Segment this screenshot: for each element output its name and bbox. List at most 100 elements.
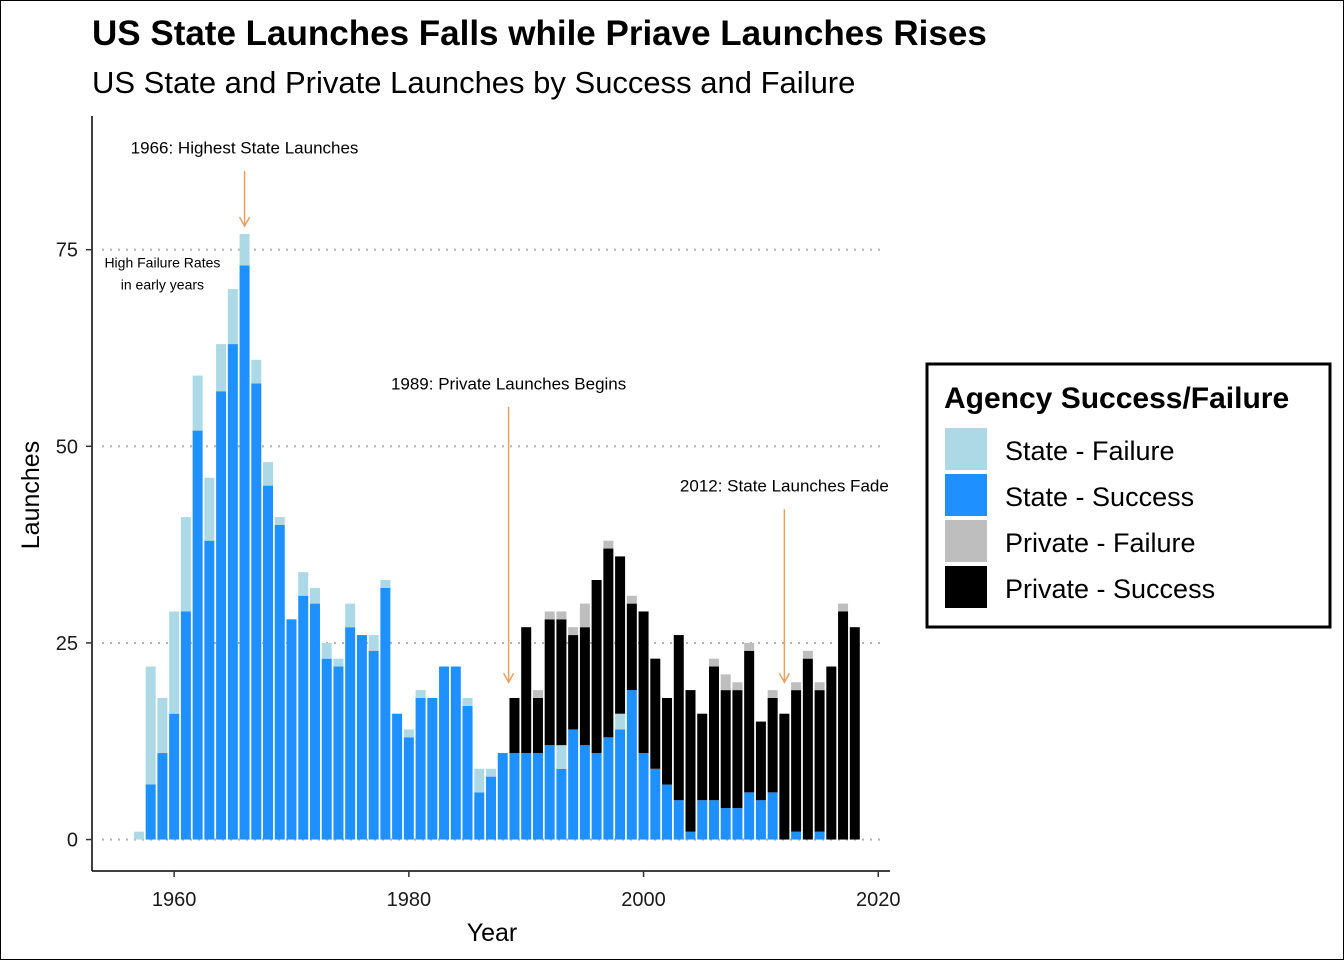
legend-label: State - Failure — [1005, 436, 1175, 466]
annotation-arrowhead — [502, 672, 515, 684]
legend-label: State - Success — [1005, 482, 1194, 512]
bar-segment — [544, 611, 555, 620]
bar-segment — [415, 690, 426, 698]
bar-segment — [767, 690, 778, 698]
bar-segment — [192, 430, 203, 840]
bar-segment — [216, 344, 227, 392]
bar-segment — [544, 619, 555, 746]
bar-segment — [556, 745, 567, 769]
bar-segment — [450, 666, 461, 840]
bar-segment — [568, 635, 579, 730]
bar-segment — [708, 800, 719, 840]
bar-segment — [380, 580, 391, 588]
bar-segment — [403, 729, 414, 738]
bar-segment — [720, 690, 731, 809]
bar-segment — [626, 595, 637, 604]
bar-segment — [204, 540, 215, 840]
annotation-label: High Failure Rates — [104, 254, 220, 270]
bar-segment — [157, 753, 168, 840]
chart-subtitle: US State and Private Launches by Success… — [92, 65, 855, 100]
bar-segment — [462, 705, 473, 840]
bar-segment — [204, 477, 215, 541]
legend-title: Agency Success/Failure — [944, 382, 1289, 415]
bar-segment — [380, 587, 391, 840]
bar-segment — [532, 690, 543, 698]
bar-segment — [263, 462, 274, 486]
bar-segment — [697, 713, 708, 801]
annotation-label: in early years — [121, 277, 204, 293]
annotation-arrowhead — [778, 672, 791, 684]
y-tick-label: 0 — [67, 830, 78, 852]
bar-segment — [274, 517, 285, 525]
bar-segment — [239, 265, 250, 840]
bar-segment — [239, 233, 250, 266]
bar-segment — [650, 768, 661, 840]
legend-swatch — [945, 566, 987, 608]
bar-segment — [568, 729, 579, 840]
bar-segment — [638, 611, 649, 754]
bar-segment — [556, 619, 567, 746]
bar-segment — [263, 485, 274, 840]
bar-segment — [169, 611, 180, 714]
bar-segment — [802, 650, 813, 659]
bar-segment — [814, 831, 825, 840]
bar-segment — [345, 627, 356, 840]
bar-segment — [486, 768, 496, 777]
legend-box — [925, 362, 1332, 629]
bar-segment — [145, 666, 156, 785]
bar-segment — [462, 697, 473, 706]
bar-segment — [298, 572, 309, 596]
bar-segment — [532, 753, 543, 840]
legend-swatch — [945, 428, 987, 470]
annotation-label: 1966: Highest State Launches — [131, 138, 359, 157]
bar-segment — [814, 682, 825, 691]
bar-segment — [427, 697, 438, 840]
bar-segment — [274, 524, 285, 840]
annotation-label: 2012: State Launches Fade — [680, 477, 889, 496]
bar-segment — [579, 745, 590, 840]
bar-segment — [591, 753, 602, 840]
bar-segment — [673, 800, 684, 840]
bar-segment — [321, 642, 332, 659]
bar-segment — [603, 737, 614, 840]
annotations: 1966: Highest State Launches High Failure… — [104, 138, 889, 684]
bar-segment — [744, 642, 755, 651]
bar-segment — [145, 784, 156, 840]
y-axis-title: Launches — [17, 441, 45, 549]
bar-segment — [368, 650, 379, 840]
bar-segment — [720, 808, 731, 840]
bar-segment — [474, 792, 485, 840]
axes: 0 25 50 75 1960 1980 2000 2020 — [56, 116, 901, 911]
bar-segment — [486, 776, 496, 840]
bar-segment — [755, 721, 766, 801]
bar-segment — [779, 713, 790, 840]
bar-segment — [732, 808, 743, 840]
bar-segment — [321, 658, 332, 840]
bar-segment — [345, 603, 356, 628]
bar-segment — [368, 635, 379, 651]
bar-segment — [509, 753, 520, 840]
bar-segment — [767, 697, 778, 793]
bar-segment — [603, 548, 614, 738]
annotation-arrowhead — [238, 216, 251, 228]
y-tick-label: 75 — [56, 240, 78, 262]
bar-segment — [532, 697, 543, 754]
bar-segment — [521, 753, 532, 840]
x-tick-label: 1980 — [387, 889, 432, 911]
bar-segment — [192, 375, 203, 431]
legend-label: Private - Success — [1005, 574, 1215, 604]
bar-segment — [579, 603, 590, 628]
bar-segment — [697, 800, 708, 840]
bar-segment — [556, 768, 567, 840]
bar-segment — [720, 674, 731, 691]
x-tick-label: 1960 — [152, 889, 197, 911]
bar-segment — [309, 603, 320, 840]
bar-segment — [662, 697, 673, 785]
bar-segment — [791, 682, 802, 691]
bar-segment — [579, 627, 590, 746]
bar-segment — [227, 344, 238, 840]
legend-swatch — [945, 474, 987, 516]
legend: Agency Success/Failure State - Failure St… — [925, 362, 1332, 629]
bar-segment — [755, 800, 766, 840]
bar-segment — [603, 540, 614, 549]
